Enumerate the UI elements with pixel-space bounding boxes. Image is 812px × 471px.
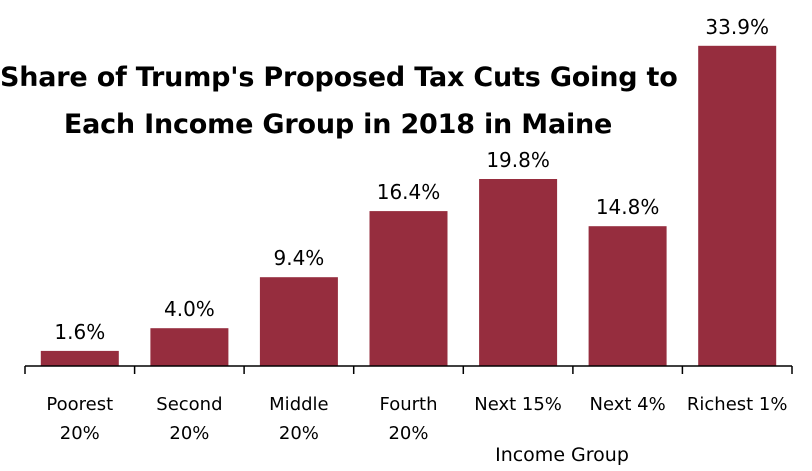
chart-title-line-2: Each Income Group in 2018 in Maine — [63, 109, 613, 140]
x-axis: Poorest 20% Second 20% Middle 20% Fourth 20% Nex… — [24, 365, 793, 444]
value-label-2: 9.4% — [273, 246, 324, 270]
bar-6 — [698, 45, 777, 367]
bar-3 — [369, 211, 448, 366]
category-label-6-0: Richest 1% — [687, 394, 788, 415]
category-label-3-1: 20% — [388, 423, 428, 444]
category-label-2-1: 20% — [279, 423, 319, 444]
category-label-3-0: Fourth — [380, 394, 438, 415]
category-label-0-0: Poorest — [46, 394, 113, 415]
category-label-5-0: Next 4% — [589, 394, 665, 415]
value-labels-layer: 1.6% 4.0% 9.4% 16.4% 19.8% 14.8% 33.9% — [54, 15, 769, 344]
x-axis-title: Income Group — [495, 444, 629, 466]
category-label-4-0: Next 15% — [474, 394, 562, 415]
chart-title-line-1: Share of Trump's Proposed Tax Cuts Going… — [0, 62, 678, 93]
value-label-0: 1.6% — [54, 320, 105, 344]
bar-5 — [588, 226, 667, 366]
value-label-5: 14.8% — [596, 195, 660, 219]
bar-1 — [150, 328, 229, 366]
bar-4 — [479, 179, 558, 366]
category-label-0-1: 20% — [60, 423, 100, 444]
value-label-4: 19.8% — [486, 148, 550, 172]
bars-layer — [40, 45, 777, 367]
category-label-1-0: Second — [156, 394, 222, 415]
value-label-6: 33.9% — [705, 15, 769, 39]
value-label-3: 16.4% — [377, 180, 441, 204]
category-label-2-0: Middle — [269, 394, 328, 415]
bar-0 — [40, 350, 119, 366]
category-label-1-1: 20% — [169, 423, 209, 444]
value-label-1: 4.0% — [164, 297, 215, 321]
bar-2 — [259, 277, 338, 366]
